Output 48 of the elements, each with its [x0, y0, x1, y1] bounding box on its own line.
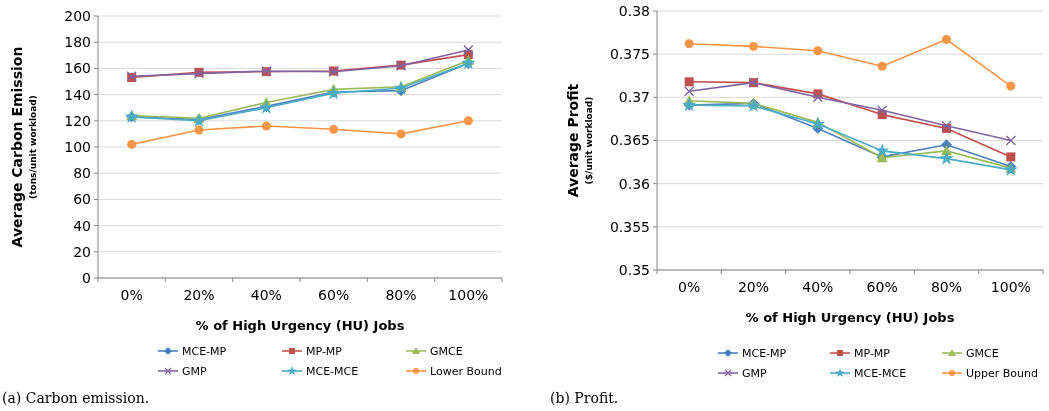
- y-tick-label: 80: [73, 165, 91, 182]
- x-axis-title: % of High Urgency (HU) Jobs: [195, 318, 405, 333]
- legend-label: GMCE: [430, 344, 463, 358]
- x-tick-label: 80%: [385, 287, 417, 303]
- x-tick-label: 0%: [678, 279, 701, 295]
- y-tick-label: 0.36: [618, 175, 651, 192]
- x-tick-label: 80%: [930, 279, 963, 295]
- legend-label: MP-MP: [306, 344, 343, 358]
- legend-label: MCE-MP: [742, 346, 787, 360]
- legend-label: GMP: [182, 364, 208, 378]
- y-axis-title: Average Profit ($/unit workload): [565, 83, 594, 198]
- y-tick-label: 40: [73, 217, 91, 234]
- legend-label: GMCE: [966, 346, 999, 360]
- y-tick-label: 60: [73, 191, 91, 208]
- y-tick-label: 0.38: [618, 2, 650, 19]
- y-tick-label: 0.37: [618, 89, 650, 106]
- x-tick-label: 100%: [990, 279, 1031, 295]
- y-tick-label: 100: [64, 138, 91, 155]
- legend-label: Lower Bound: [430, 364, 502, 378]
- text: (a) Carbon emission.: [2, 390, 150, 406]
- x-tick-label: 20%: [737, 279, 770, 295]
- y-tick-label: 200: [64, 7, 91, 24]
- legend-label: MP-MP: [854, 346, 891, 360]
- y-tick-label: 0.375: [609, 46, 650, 63]
- legend-label: MCE-MCE: [306, 364, 359, 378]
- y-axis-title: Average Carbon Emission (tons/unit workload): [9, 46, 38, 248]
- x-tick-label: 40%: [802, 279, 834, 295]
- x-tick-label: 20%: [183, 287, 215, 303]
- x-axis-title: % of High Urgency (HU) Jobs: [745, 310, 955, 325]
- y-tick-label: 180: [64, 34, 91, 51]
- x-tick-label: 60%: [318, 287, 350, 303]
- legend-label: MCE-MCE: [854, 366, 907, 380]
- legend-label: GMP: [742, 366, 768, 380]
- x-tick-label: 40%: [250, 287, 282, 303]
- y-tick-label: 0.365: [609, 132, 650, 149]
- legend-label: MCE-MP: [182, 344, 227, 358]
- y-tick-label: 120: [64, 112, 91, 129]
- text: (b) Profit.: [550, 390, 619, 406]
- x-tick-label: 100%: [448, 287, 489, 303]
- y-tick-label: 20: [73, 243, 91, 260]
- y-tick-label: 160: [64, 60, 91, 77]
- y-tick-label: 140: [64, 86, 91, 103]
- x-tick-label: 0%: [120, 287, 143, 303]
- x-tick-label: 60%: [866, 279, 898, 295]
- legend-label: Upper Bound: [966, 366, 1039, 380]
- y-tick-label: 0: [82, 269, 91, 286]
- y-tick-label: 0.355: [609, 218, 650, 235]
- y-tick-label: 0.35: [618, 261, 650, 278]
